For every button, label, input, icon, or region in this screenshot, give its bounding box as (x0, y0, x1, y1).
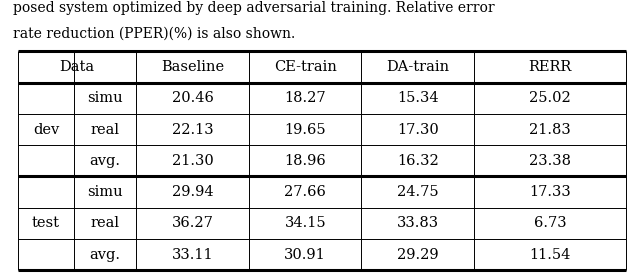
Text: avg.: avg. (90, 154, 121, 168)
Text: 21.83: 21.83 (529, 123, 571, 136)
Text: Data: Data (60, 60, 95, 74)
Text: 24.75: 24.75 (397, 185, 438, 199)
Text: 16.32: 16.32 (397, 154, 438, 168)
Text: rate reduction (PPER)(%) is also shown.: rate reduction (PPER)(%) is also shown. (13, 26, 295, 40)
Text: Baseline: Baseline (161, 60, 224, 74)
Text: 6.73: 6.73 (534, 216, 566, 230)
Text: 23.38: 23.38 (529, 154, 571, 168)
Text: 27.66: 27.66 (284, 185, 326, 199)
Text: 15.34: 15.34 (397, 91, 438, 105)
Text: 29.94: 29.94 (172, 185, 214, 199)
Text: DA-train: DA-train (386, 60, 449, 74)
Text: 18.96: 18.96 (284, 154, 326, 168)
Text: test: test (32, 216, 60, 230)
Text: 17.30: 17.30 (397, 123, 438, 136)
Text: simu: simu (87, 91, 123, 105)
Text: 36.27: 36.27 (172, 216, 214, 230)
Text: 18.27: 18.27 (284, 91, 326, 105)
Text: CE-train: CE-train (274, 60, 337, 74)
Text: 19.65: 19.65 (284, 123, 326, 136)
Text: 22.13: 22.13 (172, 123, 214, 136)
Text: posed system optimized by deep adversarial training. Relative error: posed system optimized by deep adversari… (13, 1, 495, 15)
Text: 34.15: 34.15 (284, 216, 326, 230)
Text: real: real (91, 123, 120, 136)
Text: 20.46: 20.46 (172, 91, 214, 105)
Text: avg.: avg. (90, 248, 121, 262)
Text: 25.02: 25.02 (529, 91, 571, 105)
Text: 29.29: 29.29 (397, 248, 438, 262)
Text: 17.33: 17.33 (529, 185, 571, 199)
Text: dev: dev (33, 123, 59, 136)
Text: 33.83: 33.83 (397, 216, 439, 230)
Text: RERR: RERR (528, 60, 572, 74)
Text: 11.54: 11.54 (529, 248, 571, 262)
Text: 33.11: 33.11 (172, 248, 214, 262)
Text: 21.30: 21.30 (172, 154, 214, 168)
Text: 30.91: 30.91 (284, 248, 326, 262)
Text: real: real (91, 216, 120, 230)
Text: simu: simu (87, 185, 123, 199)
